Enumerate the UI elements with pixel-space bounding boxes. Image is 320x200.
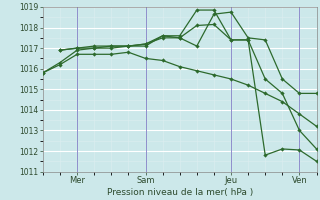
X-axis label: Pression niveau de la mer( hPa ): Pression niveau de la mer( hPa ) [107, 188, 253, 197]
